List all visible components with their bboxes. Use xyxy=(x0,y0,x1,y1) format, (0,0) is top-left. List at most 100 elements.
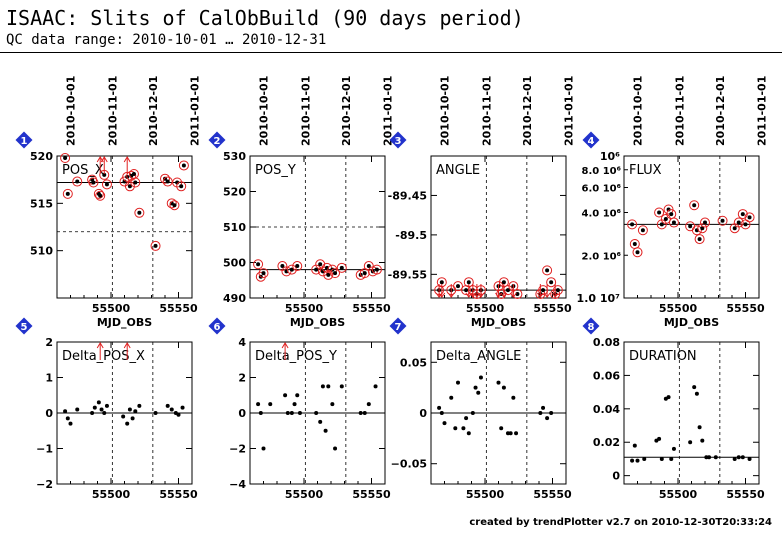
panel-4-date-label-3: 2011-01-01 xyxy=(756,76,769,146)
panel-5-xtick-label-0: 55500 xyxy=(92,488,131,501)
panel-3-ytick-label-0: -89.45 xyxy=(388,189,427,202)
panel-1-point xyxy=(104,182,109,187)
panel-6-point xyxy=(314,411,319,415)
panel-1-point-ring xyxy=(150,240,161,251)
panel-1-date-label-1: 2010-11-01 xyxy=(106,76,119,146)
panel-6-point xyxy=(320,384,325,389)
panel-4-yminor-label-1: 4.0 10⁶ xyxy=(582,209,622,220)
panel-2-xtick-label-1: 55550 xyxy=(352,302,391,315)
panel-1-point xyxy=(172,203,177,208)
panel-4-point xyxy=(697,237,702,242)
panel-6-point xyxy=(258,411,263,415)
panel-6-badge-number: 6 xyxy=(214,322,221,333)
panel-3-point xyxy=(555,288,560,293)
panel-1-point-ring xyxy=(93,188,104,199)
panel-4-point xyxy=(640,228,645,233)
panel-1-point xyxy=(102,172,107,177)
panel-1-point-ring xyxy=(101,179,112,190)
panel-1-date-label-3: 2011-01-01 xyxy=(189,76,202,146)
panel-3-outlier-arrowhead-1 xyxy=(438,292,446,298)
panel-5-point xyxy=(92,405,97,410)
panel-8-point xyxy=(657,436,662,441)
panel-6-point xyxy=(283,393,288,398)
panel-7-point xyxy=(442,421,447,426)
panel-2-point-ring xyxy=(371,264,382,275)
panel-8-ytick-label-3: 0.06 xyxy=(593,369,620,382)
panel-5-point xyxy=(68,421,73,426)
panel-4-point xyxy=(635,250,640,255)
panel-2-badge-number: 2 xyxy=(214,136,221,147)
panel-7-point xyxy=(496,380,501,385)
panel-5-point xyxy=(176,412,181,417)
panel-1-point xyxy=(133,180,138,185)
panel-1-outlier-arrowhead-2 xyxy=(123,156,131,163)
panel-4-point-ring xyxy=(717,215,728,226)
panel-2-point xyxy=(256,262,261,267)
panel-3-outlier-arrowhead-2 xyxy=(447,292,455,298)
panel-1-point xyxy=(165,179,170,184)
panel-1-point-ring xyxy=(124,181,135,192)
panel-1-point-ring xyxy=(134,207,145,218)
panel-7-ytick-label-2: 0.05 xyxy=(400,356,427,369)
panel-3-outlier-arrowhead-9 xyxy=(509,292,517,298)
panel-5-point xyxy=(165,403,170,408)
panel-2-ytick-label-4: 530 xyxy=(223,150,246,163)
panel-7-badge-number: 7 xyxy=(395,322,402,333)
panel-6-point xyxy=(285,411,290,415)
panel-5-point xyxy=(169,407,174,412)
panel-8-point xyxy=(747,456,752,461)
panel-4-point-ring xyxy=(627,219,638,230)
panel-1-point xyxy=(91,180,96,185)
panel-5-point xyxy=(153,411,158,415)
panel-7-point xyxy=(449,395,454,400)
panel-2-point xyxy=(326,272,331,277)
panel-1-point xyxy=(63,156,68,160)
panel-8-ytick-label-0: 0 xyxy=(612,470,620,483)
panel-4-point xyxy=(720,218,725,223)
panel-2-badge xyxy=(208,131,226,149)
panel-1-point-ring xyxy=(178,160,189,171)
panel-4-point-ring xyxy=(654,207,665,218)
panel-3-point xyxy=(501,280,506,285)
panel-2-date-label-0: 2010-10-01 xyxy=(258,76,271,146)
panel-5-xtick-label-1: 55550 xyxy=(159,488,198,501)
panel-2-point-ring xyxy=(253,259,264,270)
panel-1-outlier-arrowhead-1 xyxy=(100,156,108,163)
panel-4-point xyxy=(740,212,745,217)
panel-5-point xyxy=(90,411,95,415)
panel-3-name: ANGLE xyxy=(436,163,480,178)
panel-5-point xyxy=(121,414,126,419)
panel-4-point xyxy=(630,222,635,227)
panel-3-point xyxy=(439,280,444,285)
panel-1-point xyxy=(75,179,80,184)
panel-7-ytick-label-1: 0 xyxy=(419,407,427,420)
panel-3-point xyxy=(456,284,460,289)
panel-7-point xyxy=(473,385,478,390)
panel-4-point-ring xyxy=(637,225,648,236)
panel-2-ytick-label-3: 520 xyxy=(223,186,246,199)
panel-3-point-ring xyxy=(542,265,553,276)
panel-5-point xyxy=(125,421,130,426)
panel-1-ytick-label-1: 515 xyxy=(30,197,53,210)
page-subtitle: QC data range: 2010-10-01 … 2010-12-31 xyxy=(6,32,327,48)
panel-5-ytick-label-2: 0 xyxy=(45,407,53,420)
panel-5-point xyxy=(127,407,132,412)
panel-4-point xyxy=(657,210,662,215)
panel-4-point xyxy=(692,203,697,208)
panel-1-point xyxy=(137,210,142,215)
panel-2-point-ring xyxy=(258,268,269,279)
panel-4-point xyxy=(669,212,674,217)
panel-2-date-label-3: 2011-01-01 xyxy=(382,76,395,146)
panel-4-point xyxy=(666,207,671,212)
panel-3-outlier-arrowhead-12 xyxy=(551,292,559,298)
panel-4-point-ring xyxy=(632,247,643,258)
panel-2-point xyxy=(289,267,294,272)
panel-5-point xyxy=(65,416,70,421)
panel-4-point xyxy=(663,217,668,222)
panel-5-outlier-arrowhead-1 xyxy=(123,342,131,349)
panel-7-point xyxy=(499,426,504,431)
panel-7-point xyxy=(508,431,513,436)
panel-6-point xyxy=(297,411,302,415)
panel-4-yminor-label-2: 6.0 10⁶ xyxy=(582,184,622,195)
panel-1-point xyxy=(179,184,184,189)
